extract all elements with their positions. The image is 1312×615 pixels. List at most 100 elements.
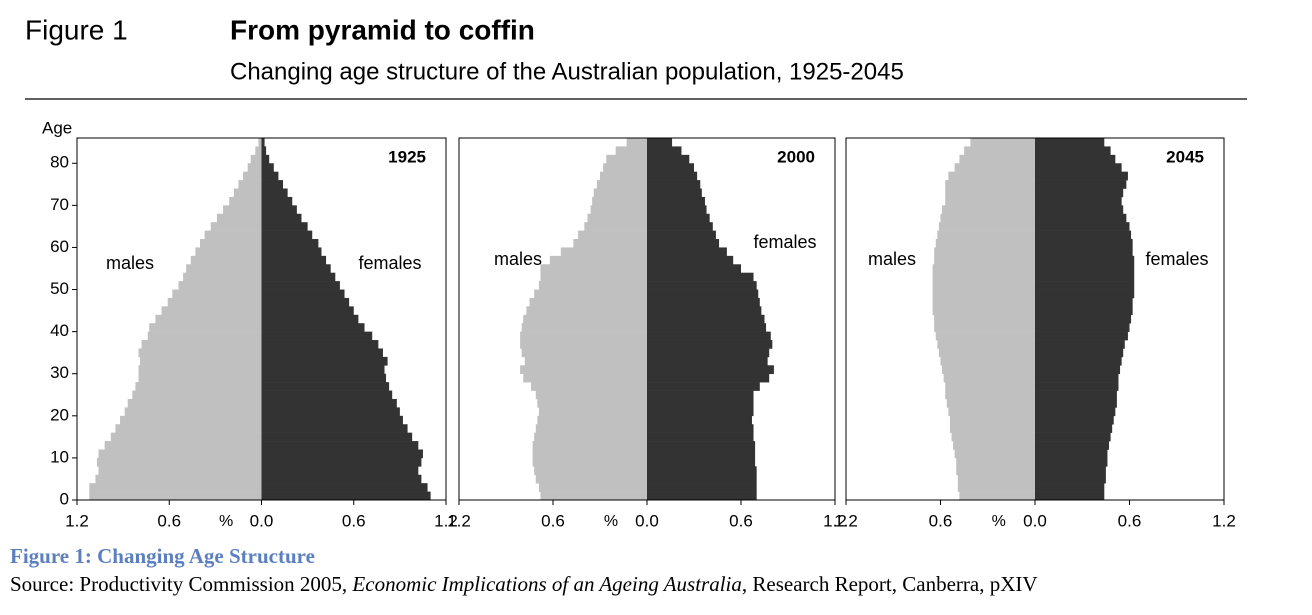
bar xyxy=(1035,247,1133,257)
bar xyxy=(578,230,647,240)
bar xyxy=(560,247,647,257)
x-tick-label: 0.0 xyxy=(250,511,274,530)
bar xyxy=(1035,230,1132,240)
bar xyxy=(261,491,431,501)
x-axis-label: % xyxy=(604,513,618,530)
bar xyxy=(647,424,754,433)
bar xyxy=(261,272,336,282)
y-tick-label: 50 xyxy=(50,279,69,298)
series-label: males xyxy=(494,249,542,269)
x-tick-label: 0.6 xyxy=(541,511,565,530)
bar xyxy=(261,390,393,400)
bar xyxy=(261,222,308,231)
bar xyxy=(261,154,270,164)
bar xyxy=(261,373,387,383)
bar xyxy=(115,424,262,433)
bar xyxy=(932,297,1035,307)
bar xyxy=(647,213,710,223)
bar xyxy=(647,356,768,366)
bar xyxy=(243,171,262,181)
bar xyxy=(261,348,383,358)
bar xyxy=(948,407,1035,417)
bar xyxy=(540,491,647,501)
bar xyxy=(626,138,647,147)
bar xyxy=(1035,415,1114,425)
bar xyxy=(647,239,720,248)
bar xyxy=(937,340,1035,349)
bar xyxy=(956,466,1035,476)
bar xyxy=(964,146,1035,156)
bar xyxy=(110,432,262,442)
bar xyxy=(647,390,754,400)
bar xyxy=(1035,297,1133,307)
y-tick-label: 10 xyxy=(50,447,69,466)
bar xyxy=(945,390,1035,400)
bar xyxy=(647,306,762,316)
bar xyxy=(540,272,647,282)
bar xyxy=(161,306,262,316)
bar xyxy=(1035,331,1128,341)
caption: Figure 1: Changing Age Structure xyxy=(10,544,315,568)
y-tick-label: 0 xyxy=(60,489,69,508)
bar xyxy=(195,247,262,257)
bar xyxy=(584,222,647,231)
bar xyxy=(647,289,759,299)
source-prefix: Source: Productivity Commission 2005, xyxy=(10,572,352,596)
bar xyxy=(1035,382,1119,391)
y-tick-label: 30 xyxy=(50,363,69,382)
bar xyxy=(233,188,262,198)
bar xyxy=(937,230,1035,240)
bar xyxy=(261,323,365,332)
bar xyxy=(647,474,757,484)
bar xyxy=(593,188,647,198)
bar xyxy=(647,441,756,450)
series-label: females xyxy=(1145,249,1208,269)
bar xyxy=(127,398,262,408)
bar xyxy=(141,340,262,349)
bar xyxy=(959,154,1035,164)
bar xyxy=(1035,432,1111,442)
bar xyxy=(949,424,1035,433)
bar xyxy=(149,323,262,332)
bar xyxy=(95,474,262,484)
bar xyxy=(647,415,752,425)
bar xyxy=(261,424,408,433)
bar xyxy=(1035,264,1135,273)
bar xyxy=(647,196,705,206)
bar xyxy=(600,171,647,181)
bar xyxy=(1035,483,1105,492)
bar xyxy=(261,213,302,223)
bar xyxy=(521,348,647,358)
bar xyxy=(261,331,373,341)
charts: males females 1925 1.2 0.6 0.0 0.6 1.2% 0 10 20 30 4… xyxy=(42,118,1236,530)
bar xyxy=(647,171,698,181)
x-tick-label: 0.0 xyxy=(1023,511,1047,530)
bar xyxy=(538,483,647,492)
bar xyxy=(647,457,756,467)
x-axis-label: % xyxy=(219,513,233,530)
bar xyxy=(261,230,313,240)
pyramid-panel: males females 2045 1.2 0.6 0.0 0.6 1.2% xyxy=(834,137,1236,530)
bar xyxy=(954,163,1035,172)
bar xyxy=(1035,222,1130,231)
bar xyxy=(261,474,422,484)
bar xyxy=(1035,213,1127,223)
bar xyxy=(261,239,319,248)
bar xyxy=(647,138,673,147)
bar xyxy=(223,205,262,215)
bar xyxy=(247,163,262,172)
bar xyxy=(98,466,262,476)
x-tick-label: 0.0 xyxy=(635,511,659,530)
bar xyxy=(1035,390,1117,400)
bar xyxy=(935,239,1035,248)
bar xyxy=(98,449,262,459)
bar xyxy=(1035,289,1135,299)
bar xyxy=(1035,407,1116,417)
bar xyxy=(538,281,647,290)
bar xyxy=(935,331,1035,341)
bar xyxy=(261,441,419,450)
bar xyxy=(1035,239,1133,248)
y-axis-label: Age xyxy=(42,118,72,137)
bar xyxy=(229,196,262,206)
bar xyxy=(959,491,1035,501)
